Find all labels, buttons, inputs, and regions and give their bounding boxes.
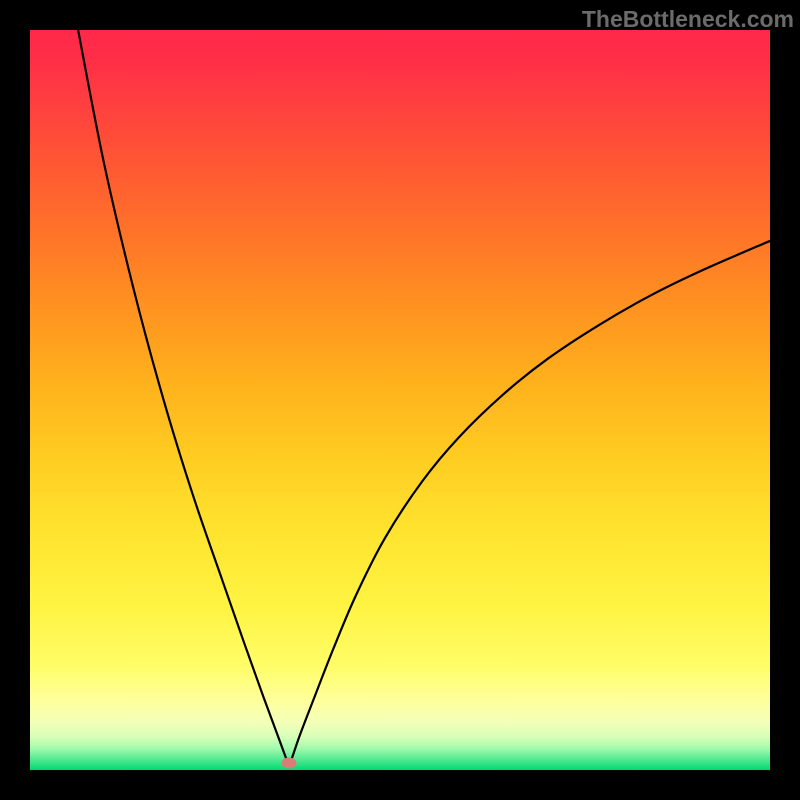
- watermark-text: TheBottleneck.com: [582, 6, 794, 33]
- minimum-marker: [282, 757, 297, 768]
- bottleneck-curve: [30, 30, 770, 770]
- chart-container: TheBottleneck.com: [0, 0, 800, 800]
- plot-area: [30, 30, 770, 770]
